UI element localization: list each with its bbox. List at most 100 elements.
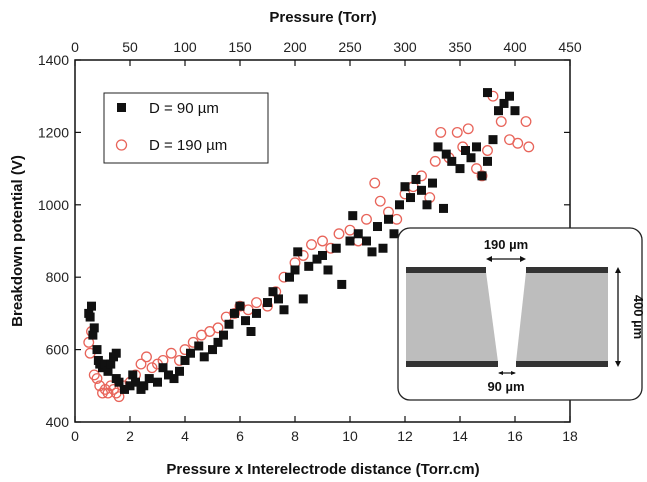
point-d190 (344, 224, 356, 236)
inset-top-arrowhead-right (520, 256, 526, 262)
point-d90 (224, 319, 234, 329)
point-d90 (285, 272, 294, 282)
point-d190 (141, 351, 152, 363)
inset-bottom-arrowhead-right (511, 371, 516, 375)
point-d190 (306, 239, 317, 251)
point-d190 (471, 163, 482, 175)
y-tick-label: 1400 (38, 52, 69, 68)
x-tick-label: 6 (236, 428, 244, 444)
point-d90 (422, 200, 432, 210)
y-tick-label: 800 (46, 269, 70, 285)
point-d90 (139, 381, 149, 391)
inset-top-arrowhead-left (486, 256, 492, 262)
point-d90 (298, 294, 308, 304)
top-tick-label: 50 (122, 39, 138, 55)
point-d190 (251, 297, 262, 308)
point-d90 (180, 355, 190, 365)
x-tick-label: 12 (397, 428, 413, 444)
point-d90 (87, 301, 96, 311)
point-d90 (246, 327, 256, 336)
inset-side-label: 400 µm (631, 295, 646, 339)
point-d90 (353, 229, 363, 239)
point-d90 (304, 261, 314, 271)
point-d190 (482, 145, 493, 156)
point-d90 (194, 341, 204, 351)
x-axis-ticks: 0 2 4 6 8 10 12 14 16 18 (71, 416, 578, 444)
y-tick-label: 1000 (38, 197, 69, 213)
point-d190 (91, 373, 103, 385)
inset-side-arrowhead-bottom (615, 361, 621, 367)
point-d90 (312, 254, 322, 264)
legend-label-90: D = 90 µm (149, 100, 219, 117)
point-d90 (186, 348, 195, 358)
point-d90 (331, 243, 341, 253)
inset-bottom-arrowhead-left (498, 371, 503, 375)
point-d90 (447, 156, 457, 166)
point-d90 (348, 211, 358, 221)
point-d190 (476, 170, 488, 182)
point-d90 (164, 370, 173, 380)
point-d90 (230, 308, 239, 318)
inset-electrode-top-right (526, 267, 608, 273)
x-tick-label: 0 (71, 428, 79, 444)
point-d90 (483, 88, 492, 98)
point-d90 (153, 377, 162, 387)
top-tick-label: 150 (228, 39, 252, 55)
x-tick-label: 10 (342, 428, 358, 444)
point-d190 (435, 126, 447, 138)
inset-electrode-bottom-right (516, 361, 608, 367)
point-d190 (520, 116, 532, 127)
point-d90 (499, 98, 509, 108)
top-tick-label: 100 (173, 39, 197, 55)
point-d90 (389, 229, 399, 239)
point-d90 (461, 146, 470, 155)
point-d90 (85, 312, 95, 322)
point-d90 (175, 366, 184, 376)
point-d90 (466, 153, 476, 163)
top-tick-label: 200 (283, 39, 307, 55)
legend-marker-90 (117, 103, 126, 112)
point-d90 (345, 236, 355, 246)
y-tick-label: 600 (46, 342, 70, 358)
x-axis-title: Pressure x Interelectrode distance (Torr… (166, 461, 479, 478)
point-d90 (400, 182, 410, 192)
point-d90 (417, 185, 426, 195)
point-d90 (235, 301, 245, 311)
x-tick-label: 8 (291, 428, 299, 444)
point-d90 (279, 305, 289, 315)
point-d90 (384, 214, 393, 224)
y-axis-title: Breakdown potential (V) (9, 155, 26, 327)
point-d90 (510, 106, 520, 116)
legend-marker-190 (115, 139, 128, 151)
top-axis-title: Pressure (Torr) (269, 9, 376, 26)
point-d190 (102, 387, 114, 399)
top-tick-label: 0 (71, 39, 79, 55)
point-d190 (165, 347, 177, 359)
inset-bottom-label: 90 µm (487, 379, 524, 394)
point-d190 (99, 383, 111, 395)
point-d90 (439, 203, 448, 213)
point-d190 (523, 141, 535, 153)
legend-label-190: D = 190 µm (149, 137, 227, 154)
x-tick-label: 14 (452, 428, 468, 444)
point-d90 (106, 359, 116, 369)
point-d190 (242, 304, 254, 316)
point-d190 (94, 380, 106, 392)
x-tick-label: 16 (507, 428, 523, 444)
point-d90 (290, 265, 300, 275)
point-d90 (378, 243, 388, 253)
inset-dielectric-left (406, 272, 498, 362)
x-tick-label: 4 (181, 428, 189, 444)
point-d90 (120, 384, 129, 394)
y-tick-label: 1200 (38, 124, 69, 140)
point-d90 (128, 370, 138, 380)
point-d90 (362, 236, 371, 246)
point-d90 (441, 149, 451, 159)
point-d90 (505, 91, 514, 101)
top-axis-ticks: 0 50 100 150 200 250 300 350 400 450 (71, 39, 582, 66)
point-d90 (318, 250, 327, 260)
point-d90 (293, 247, 303, 257)
point-d90 (337, 279, 347, 289)
point-d190 (108, 383, 119, 395)
